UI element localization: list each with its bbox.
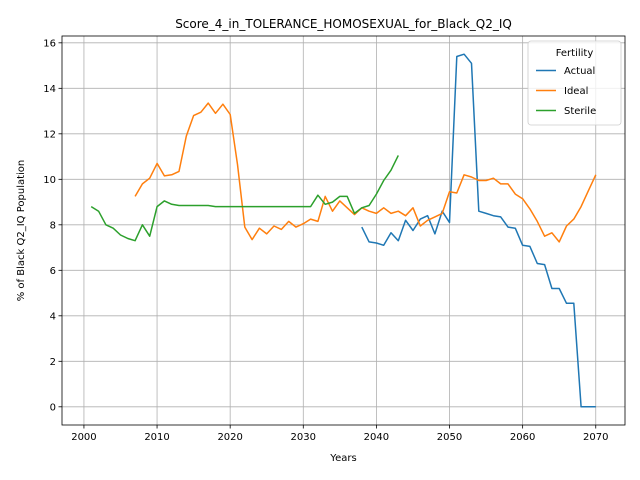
y-tick-label: 2 bbox=[50, 357, 56, 368]
x-tick-label: 2040 bbox=[364, 432, 389, 443]
y-tick-label: 14 bbox=[43, 84, 56, 95]
axis-ticks: 2000 2010 2020 2030 2040 2050 2060 2070 0 2 4 6 8 10 1… bbox=[43, 38, 608, 443]
y-tick-label: 4 bbox=[50, 311, 56, 322]
legend-title: Fertility bbox=[556, 48, 594, 59]
series-lines bbox=[90, 53, 597, 408]
y-tick-label: 12 bbox=[43, 129, 56, 140]
y-tick-label: 16 bbox=[43, 38, 56, 49]
y-tick-label: 10 bbox=[43, 175, 56, 186]
legend-label-actual: Actual bbox=[564, 66, 595, 77]
plot-frame bbox=[61, 35, 626, 426]
legend-label-ideal: Ideal bbox=[564, 86, 588, 97]
legend: Fertility Actual Ideal Sterile bbox=[527, 40, 622, 126]
series-line-sterile bbox=[90, 155, 399, 242]
x-tick-label: 2070 bbox=[583, 432, 608, 443]
x-tick-label: 2020 bbox=[217, 432, 242, 443]
x-tick-label: 2000 bbox=[71, 432, 96, 443]
series-line-ideal bbox=[134, 102, 597, 243]
legend-box bbox=[527, 40, 622, 126]
x-axis-label: Years bbox=[329, 453, 356, 464]
x-tick-label: 2050 bbox=[437, 432, 462, 443]
y-tick-label: 6 bbox=[50, 266, 56, 277]
x-tick-label: 2010 bbox=[144, 432, 169, 443]
series-line-actual bbox=[361, 53, 596, 408]
legend-label-sterile: Sterile bbox=[564, 106, 596, 117]
y-tick-label: 8 bbox=[50, 220, 56, 231]
chart-title: Score_4_in_TOLERANCE_HOMOSEXUAL_for_Blac… bbox=[175, 17, 512, 31]
x-tick-label: 2060 bbox=[510, 432, 535, 443]
y-tick-label: 0 bbox=[50, 402, 56, 413]
x-tick-label: 2030 bbox=[291, 432, 316, 443]
y-axis-label: % of Black Q2_IQ Population bbox=[16, 160, 27, 302]
